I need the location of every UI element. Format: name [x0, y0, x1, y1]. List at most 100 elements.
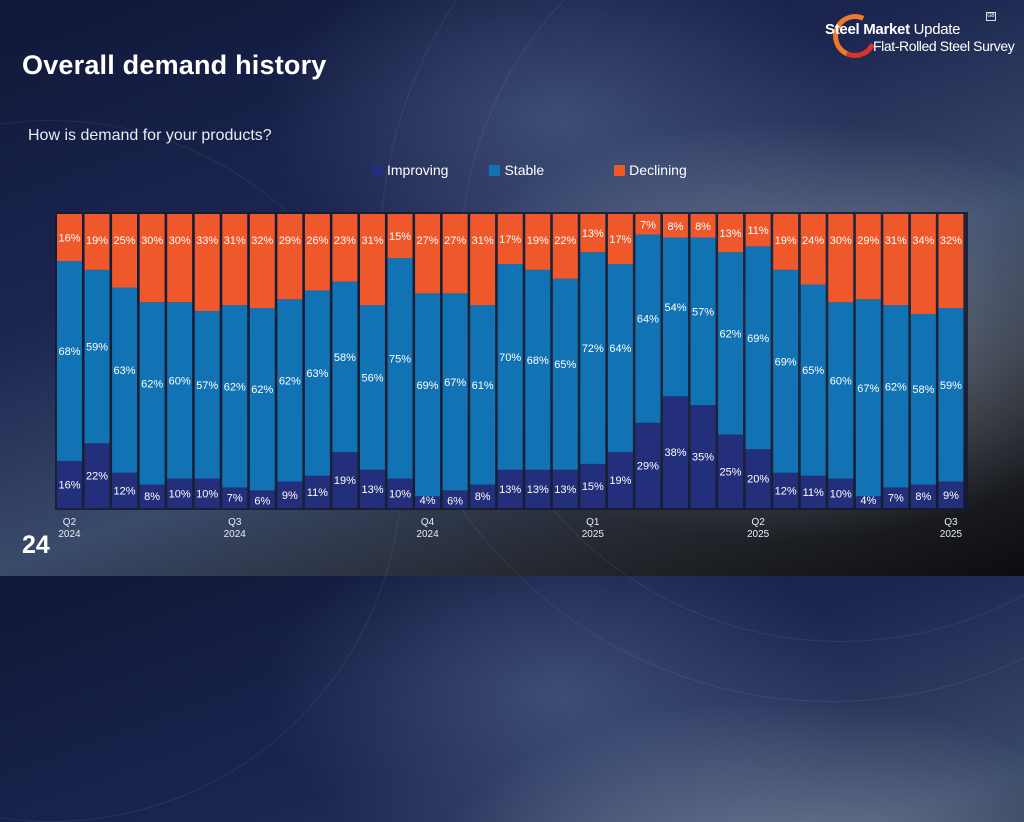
chart-legend: Improving Stable Declining — [372, 162, 687, 178]
data-label-improving: 16% — [58, 479, 80, 491]
x-tick-label: 2025 — [940, 529, 963, 540]
data-label-improving: 9% — [943, 490, 959, 502]
bar-segment-stable — [194, 311, 220, 479]
data-label-declining: 19% — [775, 235, 797, 247]
bar-segment-improving — [635, 422, 661, 508]
data-label-improving: 20% — [747, 474, 769, 486]
bar-segment-declining — [57, 214, 82, 262]
bar-segment-stable — [360, 305, 385, 470]
bar-segment-stable — [910, 313, 936, 485]
legend-item-declining: Declining — [614, 162, 687, 178]
data-label-stable: 59% — [940, 380, 962, 392]
bar-segment-stable — [112, 287, 138, 473]
bar-segment-declining — [938, 214, 964, 309]
data-label-improving: 10% — [169, 488, 191, 500]
data-label-declining: 30% — [169, 235, 191, 247]
bar-segment-improving — [387, 478, 413, 508]
bar-segment-stable — [442, 293, 468, 491]
bar-segment-stable — [139, 302, 165, 485]
data-label-stable: 65% — [802, 365, 824, 377]
bar-segment-declining — [442, 214, 468, 294]
bar-segment-stable — [167, 302, 193, 479]
bar-segment-stable — [855, 299, 881, 497]
data-label-stable: 62% — [885, 381, 907, 393]
data-label-stable: 72% — [582, 343, 604, 355]
data-label-declining: 31% — [224, 235, 246, 247]
bar-segment-declining — [387, 214, 413, 259]
data-label-declining: 31% — [472, 235, 494, 247]
data-label-declining: 26% — [306, 235, 328, 247]
bar-segment-declining — [552, 214, 578, 279]
bar-segment-declining — [910, 214, 936, 314]
data-label-declining: 8% — [695, 221, 711, 233]
data-label-improving: 8% — [915, 491, 931, 503]
bar-segment-stable — [552, 278, 578, 470]
data-label-stable: 75% — [389, 353, 411, 365]
data-label-stable: 69% — [775, 356, 797, 368]
data-label-stable: 57% — [692, 306, 714, 318]
data-label-declining: 11% — [748, 225, 769, 237]
data-label-stable: 64% — [637, 314, 659, 326]
data-label-improving: 12% — [775, 485, 797, 497]
bar-segment-declining — [855, 214, 881, 300]
x-tick-label: 2024 — [416, 529, 439, 540]
data-label-improving: 11% — [307, 487, 328, 499]
bar-segment-declining — [773, 214, 799, 270]
bar-segment-improving — [828, 478, 854, 508]
data-label-stable: 58% — [334, 352, 356, 364]
slide-title: Overall demand history — [22, 50, 327, 80]
data-label-improving: 19% — [334, 475, 356, 487]
data-label-declining: 13% — [720, 228, 742, 240]
data-label-stable: 69% — [747, 333, 769, 345]
logo-brand-bold: Steel Market — [825, 21, 910, 38]
bar-segment-improving — [883, 487, 909, 508]
bar-segment-improving — [304, 475, 330, 508]
data-label-improving: 15% — [582, 481, 604, 493]
bar-segment-improving — [855, 496, 881, 508]
data-label-declining: 31% — [885, 235, 907, 247]
bar-segment-declining — [277, 214, 303, 300]
bar-segment-stable — [525, 269, 551, 470]
bar-segment-improving — [938, 481, 964, 508]
data-label-declining: 22% — [554, 235, 576, 247]
data-label-stable: 64% — [609, 343, 631, 355]
data-label-improving: 35% — [692, 452, 714, 464]
x-tick-label: 2024 — [224, 529, 247, 540]
legend-swatch-stable — [489, 164, 501, 176]
data-label-declining: 33% — [196, 235, 218, 247]
data-label-improving: 10% — [389, 488, 411, 500]
demand-stacked-bar-chart: 16% 68% 16% 22% 59% 19% 12% 63% 25% 8% 62% 30% 10% 60… — [55, 212, 968, 540]
bar-segment-declining — [332, 214, 358, 282]
bar-segment-stable — [415, 293, 441, 497]
x-tick-label: Q2 — [63, 517, 77, 528]
data-label-improving: 13% — [499, 484, 521, 496]
bar-segment-improving — [580, 463, 606, 508]
bar-segment-declining — [580, 214, 606, 253]
data-label-improving: 38% — [664, 447, 686, 459]
data-label-improving: 13% — [554, 484, 576, 496]
data-label-improving: 13% — [527, 484, 549, 496]
chart-question: How is demand for your products? — [28, 127, 272, 144]
data-label-declining: 31% — [361, 235, 383, 247]
bar-segment-declining — [718, 214, 744, 253]
bar-segment-improving — [222, 487, 248, 508]
x-tick-label: 2025 — [582, 529, 605, 540]
data-label-declining: 23% — [334, 235, 356, 247]
bar-segment-improving — [139, 484, 165, 508]
x-tick-label: 2025 — [747, 529, 770, 540]
data-label-declining: 8% — [668, 221, 684, 233]
data-label-improving: 8% — [475, 491, 491, 503]
bar-segment-declining — [525, 214, 551, 270]
data-label-declining: 15% — [389, 231, 411, 243]
bar-segment-improving — [360, 469, 385, 508]
data-label-improving: 6% — [447, 495, 463, 507]
bar-segment-improving — [607, 452, 633, 508]
data-label-stable: 60% — [169, 375, 191, 387]
data-label-improving: 7% — [227, 493, 243, 505]
data-label-improving: 10% — [196, 488, 218, 500]
logo-brand-light: Update — [909, 21, 961, 38]
bar-segment-declining — [167, 214, 193, 303]
bar-segment-improving — [194, 478, 220, 508]
legend-label-declining: Declining — [629, 162, 687, 178]
data-label-declining: 34% — [912, 235, 934, 247]
